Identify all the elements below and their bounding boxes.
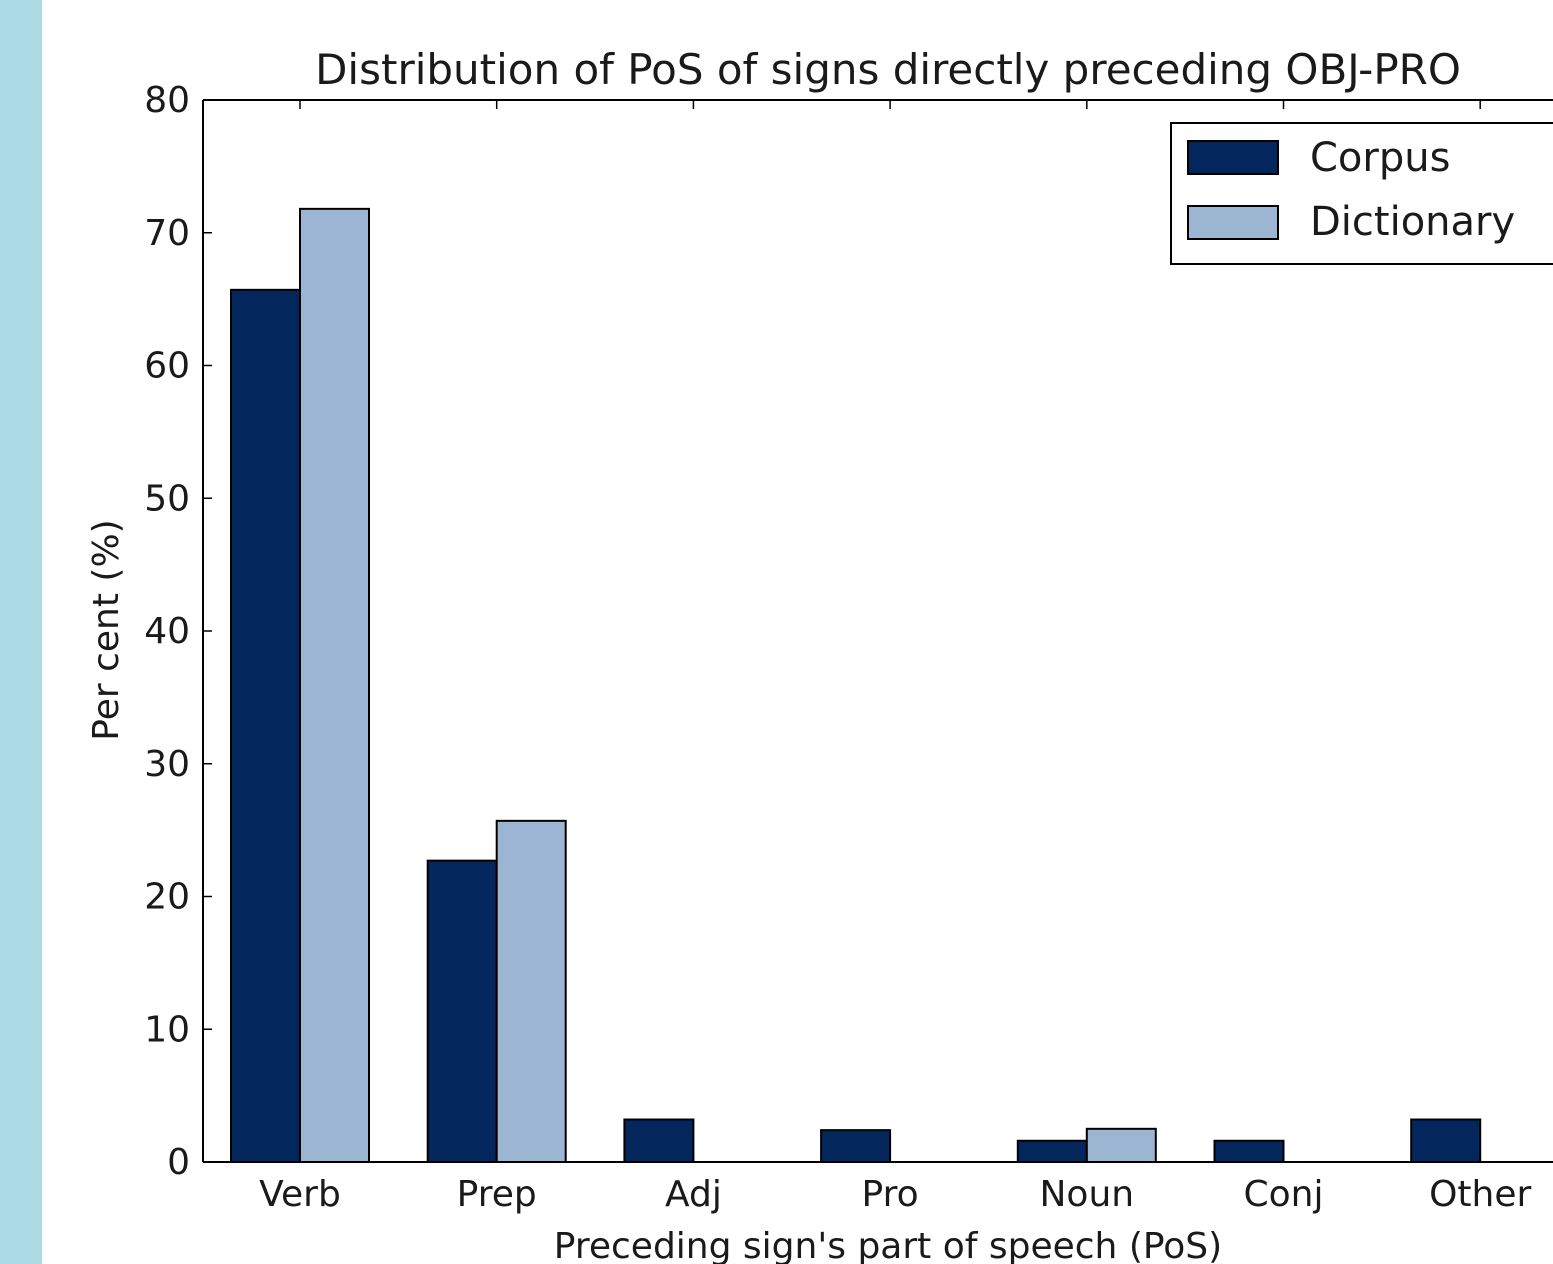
chart-title: Distribution of PoS of signs directly pr… <box>315 45 1461 94</box>
y-tick-label-0: 0 <box>167 1142 190 1183</box>
y-axis-label: Per cent (%) <box>86 519 127 740</box>
legend-label-dictionary: Dictionary <box>1310 199 1515 245</box>
y-tick-label-40: 40 <box>144 611 190 652</box>
plot-area: Verb Prep Adj Pro Noun Conj Other 0 10 20 30 40 50 60… <box>144 80 1553 1215</box>
legend-swatch-corpus <box>1187 140 1279 175</box>
bar-dictionary-noun <box>1085 1127 1157 1163</box>
y-tick-label-10: 10 <box>144 1009 190 1050</box>
y-tick-label-60: 60 <box>144 346 190 387</box>
x-tick-label-noun: Noun <box>1040 1174 1135 1215</box>
x-tick-label-prep: Prep <box>457 1174 537 1215</box>
y-tick-label-70: 70 <box>144 213 190 254</box>
bar-corpus-other <box>1410 1118 1482 1164</box>
y-tick-label-30: 30 <box>144 744 190 785</box>
y-tick-label-20: 20 <box>144 877 190 918</box>
bar-corpus-noun <box>1016 1139 1088 1164</box>
x-tick-label-verb: Verb <box>259 1174 341 1215</box>
x-tick-label-pro: Pro <box>862 1174 919 1215</box>
x-tick-label-other: Other <box>1429 1174 1531 1215</box>
side-strip <box>0 0 42 1264</box>
bar-dictionary-verb <box>299 207 370 1164</box>
x-tick-label-adj: Adj <box>665 1174 722 1215</box>
bar-corpus-adj <box>623 1118 695 1164</box>
bar-corpus-verb <box>230 288 301 1163</box>
y-tick-label-50: 50 <box>144 478 190 519</box>
bar-corpus-prep <box>426 859 498 1163</box>
legend-label-corpus: Corpus <box>1310 135 1450 181</box>
legend: Corpus Dictionary <box>1170 122 1553 265</box>
bar-corpus-conj <box>1213 1139 1285 1164</box>
y-tick-label-80: 80 <box>144 80 190 121</box>
bar-corpus-pro <box>820 1129 892 1164</box>
legend-swatch-dictionary <box>1187 205 1279 240</box>
x-axis-label: Preceding sign's part of speech (PoS) <box>554 1226 1222 1264</box>
x-tick-label-conj: Conj <box>1244 1174 1324 1215</box>
bar-dictionary-prep <box>495 819 567 1164</box>
